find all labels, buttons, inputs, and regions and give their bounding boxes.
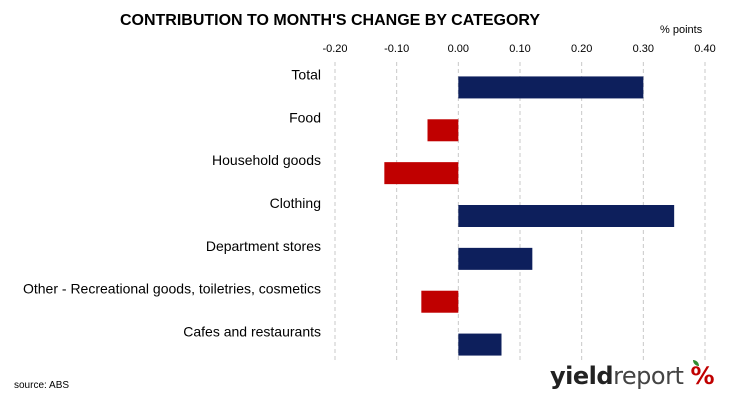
x-tick-label: 0.30 xyxy=(633,43,654,55)
category-label: Department stores xyxy=(206,238,321,254)
category-label: Total xyxy=(291,66,321,82)
x-tick-label: 0.10 xyxy=(509,43,530,55)
bar-household-goods xyxy=(384,162,459,185)
chart-title: CONTRIBUTION TO MONTH'S CHANGE BY CATEGO… xyxy=(119,12,541,29)
bar-cafes-and-restaurants xyxy=(458,333,502,356)
category-label: Other - Recreational goods, toiletries, … xyxy=(23,281,321,297)
x-tick-label: 0.40 xyxy=(694,43,715,55)
x-tick-label: 0.00 xyxy=(448,43,469,55)
category-labels: Total Food Household goods Clothing Departme… xyxy=(23,66,321,339)
logo-report-text: report xyxy=(613,362,684,390)
category-label: Cafes and restaurants xyxy=(183,324,321,340)
bar-food xyxy=(427,119,459,142)
x-tick-labels: -0.20 -0.10 0.00 0.10 0.20 0.30 0.40 xyxy=(322,43,715,55)
category-label: Household goods xyxy=(212,152,321,168)
bar-other-recreational-goods-toiletries-cosmetics xyxy=(421,290,459,313)
bars xyxy=(384,76,675,356)
x-tick-label: -0.10 xyxy=(384,43,409,55)
category-label: Clothing xyxy=(270,195,321,211)
bar-clothing xyxy=(458,205,675,227)
x-tick-label: -0.20 xyxy=(322,43,347,55)
bar-department-stores xyxy=(458,247,533,270)
logo-yield-text: yield xyxy=(550,362,614,390)
category-label: Food xyxy=(289,109,321,125)
bar-total xyxy=(458,76,644,99)
source-note: source: ABS xyxy=(14,380,70,391)
yieldreport-logo[interactable]: yieldreport % xyxy=(550,360,715,390)
percent-leaf-icon: % xyxy=(690,360,715,390)
x-tick-label: 0.20 xyxy=(571,43,592,55)
unit-label: % points xyxy=(660,24,703,36)
